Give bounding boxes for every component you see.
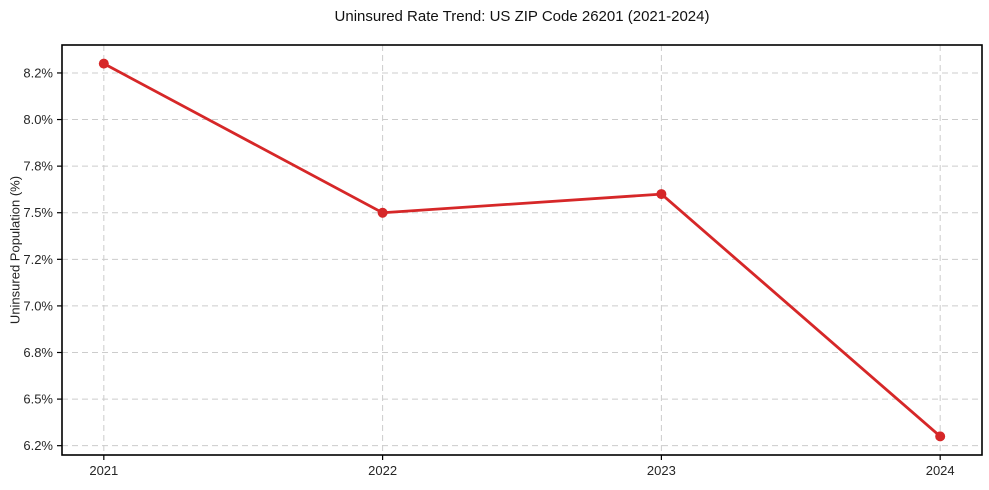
plot-frame: [61, 44, 983, 456]
data-line: [102, 62, 942, 438]
data-point-marker: [377, 207, 388, 218]
y-tick-label: 8.2%: [23, 65, 53, 80]
y-tick-label: 6.2%: [23, 438, 53, 453]
y-tick-label: 6.8%: [23, 345, 53, 360]
data-point-marker: [656, 189, 667, 200]
y-tick-label: 7.8%: [23, 159, 53, 174]
y-tick-label: 6.5%: [23, 392, 53, 407]
y-tick-label: 8.0%: [23, 112, 53, 127]
x-tick-label: 2024: [926, 463, 955, 478]
data-point-marker: [98, 58, 109, 69]
x-tick-label: 2021: [89, 463, 118, 478]
x-tick-label: 2023: [647, 463, 676, 478]
data-point-marker: [935, 431, 946, 442]
x-tick-label: 2022: [368, 463, 397, 478]
y-tick-label: 7.0%: [23, 298, 53, 313]
chart-title: Uninsured Rate Trend: US ZIP Code 26201 …: [334, 8, 710, 25]
y-tick-label: 7.5%: [23, 205, 53, 220]
y-tick-label: 7.2%: [23, 252, 53, 267]
